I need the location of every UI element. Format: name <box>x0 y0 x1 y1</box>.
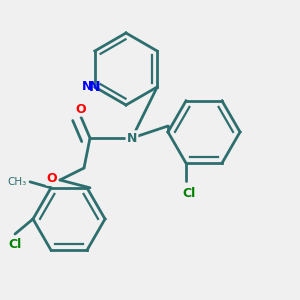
Text: Cl: Cl <box>8 238 22 251</box>
Text: Cl: Cl <box>182 187 196 200</box>
Text: O: O <box>46 172 57 185</box>
Text: N: N <box>127 131 137 145</box>
Text: CH₃: CH₃ <box>8 177 27 187</box>
Text: N: N <box>81 80 92 94</box>
Text: O: O <box>76 103 86 116</box>
Text: N: N <box>89 80 100 94</box>
